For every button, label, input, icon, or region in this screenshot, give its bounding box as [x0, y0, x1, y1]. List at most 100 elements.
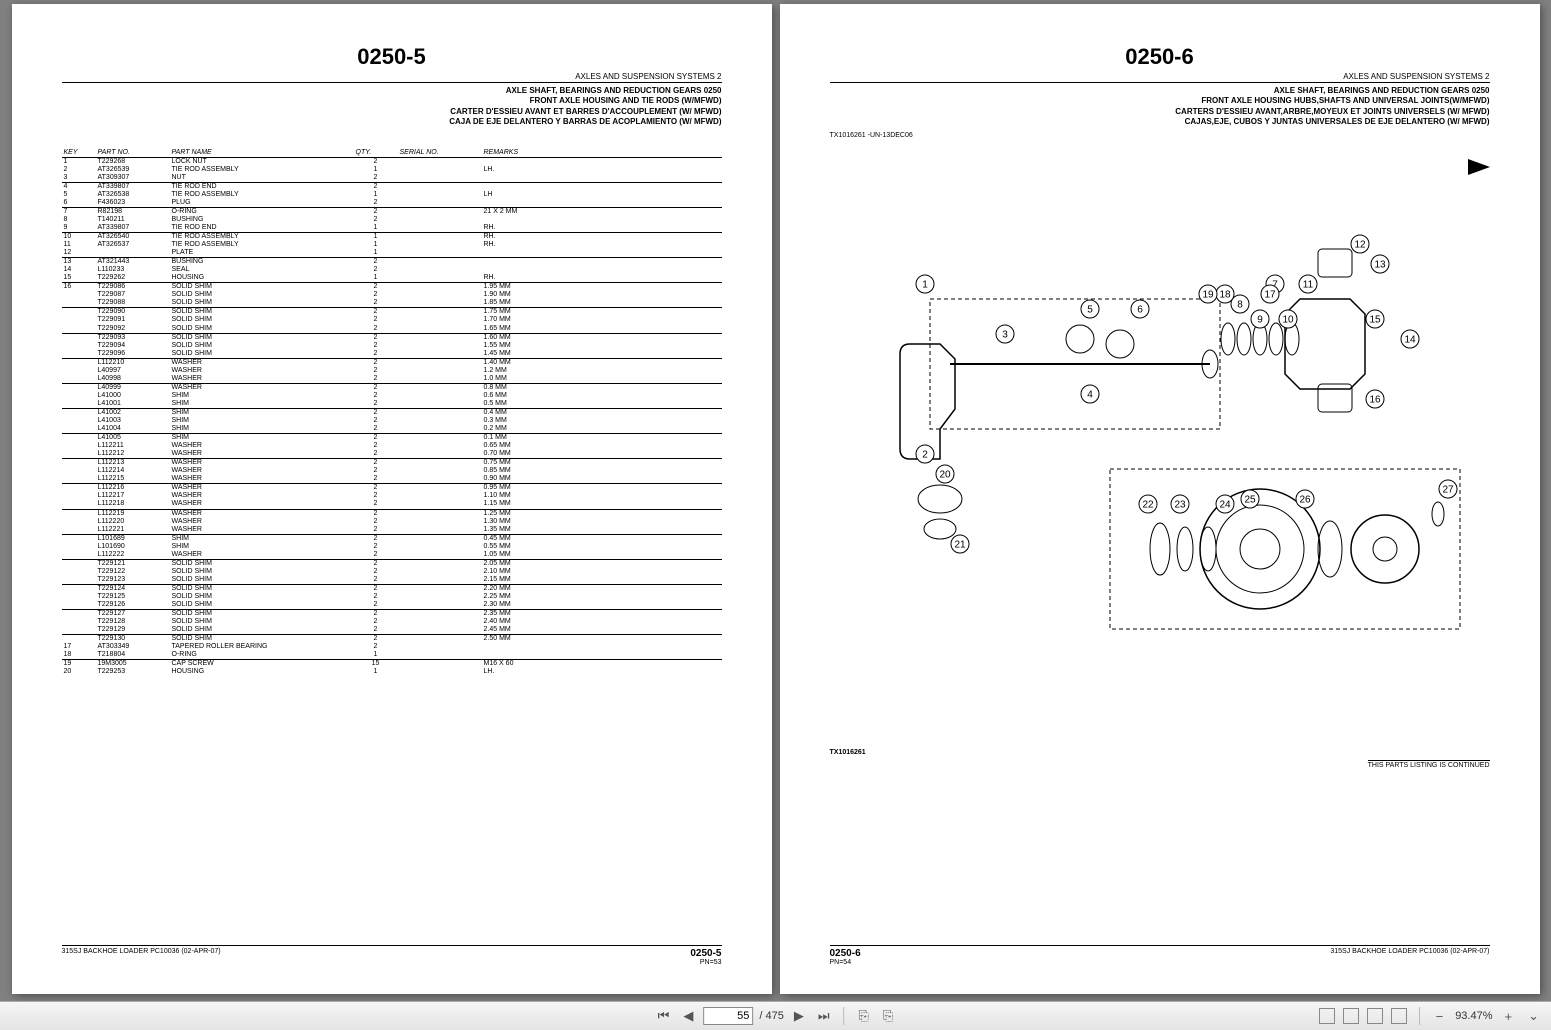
- table-row: 13AT321443BUSHING2: [62, 258, 722, 267]
- cell: 13: [62, 258, 96, 267]
- cell: WASHER: [170, 492, 354, 500]
- cell: L112221: [96, 526, 170, 535]
- cell: SHIM: [170, 425, 354, 434]
- view-mode-icon[interactable]: [1367, 1008, 1383, 1024]
- cell: 2: [354, 559, 398, 568]
- cell: SHIM: [170, 434, 354, 443]
- cell: BUSHING: [170, 216, 354, 224]
- cell: M16 X 60: [482, 660, 722, 669]
- cell: [398, 660, 482, 669]
- next-page-button[interactable]: ▶: [790, 1006, 808, 1026]
- cell: [398, 568, 482, 576]
- cell: 2.40 MM: [482, 618, 722, 626]
- cell: 1: [354, 249, 398, 258]
- cell: [62, 450, 96, 459]
- cell: SOLID SHIM: [170, 342, 354, 350]
- cell: SHIM: [170, 400, 354, 409]
- callout-number: 14: [1404, 334, 1416, 345]
- zoom-out-button[interactable]: −: [1432, 1007, 1448, 1026]
- zoom-in-button[interactable]: +: [1501, 1007, 1517, 1026]
- tool-button[interactable]: ⎘: [855, 1006, 873, 1026]
- cell: 0.75 MM: [482, 459, 722, 468]
- table-row: T229092SOLID SHIM21.65 MM: [62, 325, 722, 334]
- cell: [62, 526, 96, 535]
- cell: [482, 249, 722, 258]
- page-left: 0250-5 AXLES AND SUSPENSION SYSTEMS 2 AX…: [12, 4, 772, 994]
- table-row: 1919M3005CAP SCREW15M16 X 60: [62, 660, 722, 669]
- cell: [62, 375, 96, 384]
- last-page-button[interactable]: ⏭: [814, 1006, 834, 1026]
- cell: 1.2 MM: [482, 367, 722, 375]
- cell: T140211: [96, 216, 170, 224]
- cell: 2.45 MM: [482, 626, 722, 635]
- cell: 2: [354, 459, 398, 468]
- cell: SHIM: [170, 543, 354, 551]
- prev-page-button[interactable]: ◀: [679, 1006, 697, 1026]
- first-page-button[interactable]: ⏮: [654, 1006, 674, 1026]
- callout-number: 17: [1264, 289, 1276, 300]
- col-serial: SERIAL NO.: [398, 148, 482, 158]
- table-row: T229090SOLID SHIM21.75 MM: [62, 308, 722, 317]
- table-row: L112218WASHER21.15 MM: [62, 500, 722, 509]
- parts-table: KEY PART NO. PART NAME QTY. SERIAL NO. R…: [62, 148, 722, 677]
- cell: 1.10 MM: [482, 492, 722, 500]
- cell: T229128: [96, 618, 170, 626]
- cell: 2: [354, 643, 398, 651]
- table-row: L40998WASHER21.0 MM: [62, 375, 722, 384]
- cell: AT326540: [96, 232, 170, 241]
- cell: AT339807: [96, 182, 170, 191]
- table-row: 5AT326538TIE ROD ASSEMBLY1LH: [62, 191, 722, 199]
- cell: TAPERED ROLLER BEARING: [170, 643, 354, 651]
- cell: L112211: [96, 442, 170, 450]
- table-row: L112213WASHER20.75 MM: [62, 459, 722, 468]
- cell: AT303349: [96, 643, 170, 651]
- cell: T229262: [96, 274, 170, 283]
- callout-number: 15: [1369, 314, 1381, 325]
- cell: [398, 467, 482, 475]
- zoom-menu-button[interactable]: ⌄: [1524, 1006, 1543, 1026]
- callout-number: 16: [1369, 394, 1381, 405]
- title-line: CAJA DE EJE DELANTERO Y BARRAS DE ACOPLA…: [62, 117, 722, 127]
- cell: [398, 526, 482, 535]
- tool-button[interactable]: ⎘: [879, 1006, 897, 1026]
- cell: 2: [354, 417, 398, 425]
- cell: LH.: [482, 668, 722, 676]
- cell: SHIM: [170, 408, 354, 417]
- cell: WASHER: [170, 450, 354, 459]
- view-mode-icon[interactable]: [1391, 1008, 1407, 1024]
- cell: [62, 475, 96, 484]
- page-input[interactable]: [703, 1007, 753, 1025]
- cell: [62, 425, 96, 434]
- cell: [62, 417, 96, 425]
- cell: 2: [354, 568, 398, 576]
- cell: L112217: [96, 492, 170, 500]
- cell: TIE ROD ASSEMBLY: [170, 232, 354, 241]
- cell: L40997: [96, 367, 170, 375]
- cell: [398, 643, 482, 651]
- cell: SOLID SHIM: [170, 283, 354, 292]
- table-row: L40999WASHER20.8 MM: [62, 383, 722, 392]
- cell: SHIM: [170, 417, 354, 425]
- cell: L41003: [96, 417, 170, 425]
- table-row: L41000SHIM20.6 MM: [62, 392, 722, 400]
- cell: [62, 576, 96, 585]
- cell: WASHER: [170, 358, 354, 367]
- view-mode-icon[interactable]: [1319, 1008, 1335, 1024]
- cell: [398, 182, 482, 191]
- cell: [398, 166, 482, 174]
- view-mode-icon[interactable]: [1343, 1008, 1359, 1024]
- cell: L40999: [96, 383, 170, 392]
- cell: 2: [354, 375, 398, 384]
- cell: 1.0 MM: [482, 375, 722, 384]
- callout-number: 20: [939, 469, 951, 480]
- cell: L112215: [96, 475, 170, 484]
- cell: 0.70 MM: [482, 450, 722, 459]
- cell: [398, 618, 482, 626]
- table-row: L112212WASHER20.70 MM: [62, 450, 722, 459]
- cell: RH.: [482, 241, 722, 249]
- table-row: T229091SOLID SHIM21.70 MM: [62, 316, 722, 324]
- cell: 1: [62, 157, 96, 166]
- cell: 15: [62, 274, 96, 283]
- footer-right: 315SJ BACKHOE LOADER PC10036 (02-APR-07): [1330, 948, 1489, 966]
- cell: TIE ROD ASSEMBLY: [170, 166, 354, 174]
